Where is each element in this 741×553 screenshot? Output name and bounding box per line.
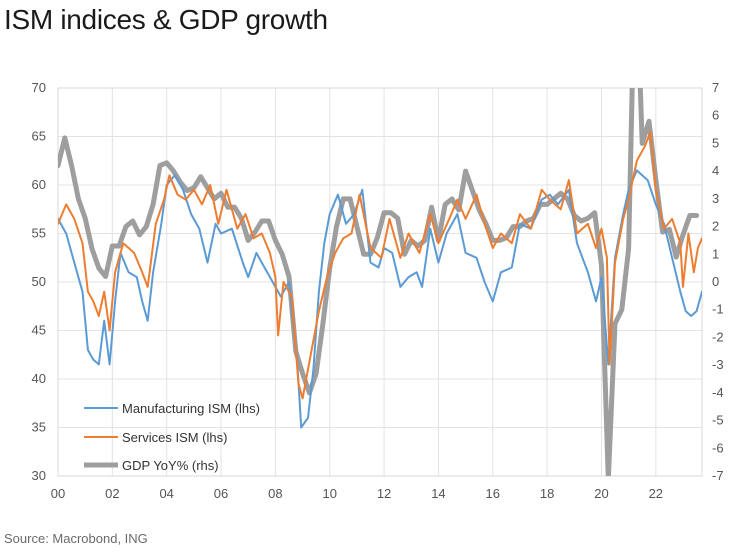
x-tick-label: 16 [486,486,500,501]
left-tick-label: 65 [32,129,46,144]
right-tick-label: 4 [712,163,719,178]
right-tick-label: 6 [712,108,719,123]
left-axis: 30 35 40 45 50 55 60 65 70 [32,80,46,483]
x-tick-label: 00 [51,486,65,501]
left-tick-label: 50 [32,274,46,289]
chart-title: ISM indices & GDP growth [4,4,328,35]
series-line-1 [58,130,702,400]
x-tick-label: 04 [159,486,173,501]
left-tick-label: 70 [32,80,46,95]
x-tick-label: 08 [268,486,282,501]
legend-label-2: GDP YoY% (rhs) [122,458,219,473]
plot-frame [57,87,703,477]
x-tick-label: 06 [214,486,228,501]
series-line-2 [58,88,700,476]
legend: Manufacturing ISM (lhs) Services ISM (lhs… [84,401,260,473]
series-layer [58,88,702,476]
right-tick-label: -6 [712,440,724,455]
x-tick-label: 20 [594,486,608,501]
x-tick-label: 14 [431,486,445,501]
left-tick-label: 30 [32,468,46,483]
legend-label-0: Manufacturing ISM (lhs) [122,401,260,416]
x-tick-label: 02 [105,486,119,501]
right-tick-label: 2 [712,219,719,234]
right-tick-label: 5 [712,135,719,150]
right-tick-label: -5 [712,413,724,428]
right-tick-label: 3 [712,191,719,206]
legend-label-1: Services ISM (lhs) [122,430,227,445]
right-tick-label: 0 [712,274,719,289]
left-tick-label: 45 [32,323,46,338]
x-tick-label: 12 [377,486,391,501]
right-tick-label: 1 [712,246,719,261]
right-tick-label: -2 [712,329,724,344]
x-tick-label: 10 [322,486,336,501]
right-tick-label: -4 [712,385,724,400]
right-tick-label: -7 [712,468,724,483]
left-tick-label: 40 [32,371,46,386]
x-axis: 00 02 04 06 08 10 12 14 16 18 20 22 [51,486,663,501]
right-axis: -7 -6 -5 -4 -3 -2 -1 0 1 2 3 4 5 6 7 [712,80,724,483]
source-note: Source: Macrobond, ING [4,531,148,546]
right-tick-label: -3 [712,357,724,372]
left-tick-label: 35 [32,420,46,435]
x-tick-label: 18 [540,486,554,501]
x-tick-label: 22 [649,486,663,501]
left-tick-label: 60 [32,177,46,192]
right-tick-label: 7 [712,80,719,95]
right-tick-label: -1 [712,302,724,317]
left-tick-label: 55 [32,226,46,241]
